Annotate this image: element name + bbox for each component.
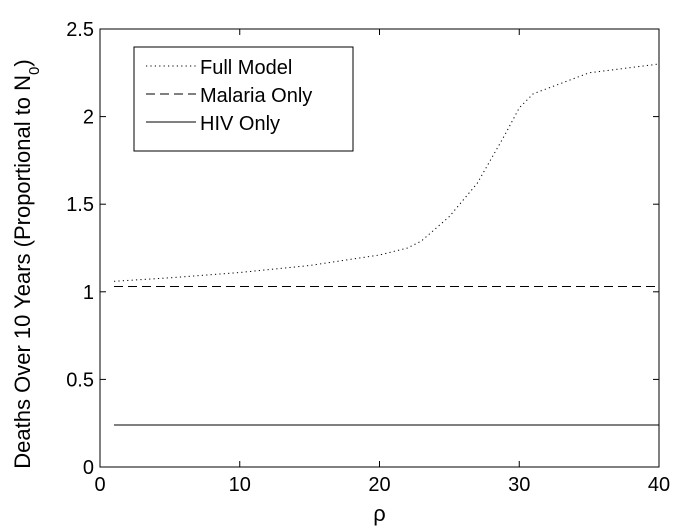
- y-tick-label: 1: [83, 282, 94, 304]
- x-tick-label: 30: [508, 474, 530, 496]
- x-tick-label: 20: [368, 474, 390, 496]
- series-layer: [113, 63, 660, 426]
- y-tick-label: 1.5: [66, 194, 94, 216]
- x-tick-label: 10: [229, 474, 251, 496]
- legend-label: Full Model: [200, 57, 292, 79]
- y-axis-label: Deaths Over 10 Years (Proportional to N0…: [10, 59, 43, 468]
- legend-label: Malaria Only: [200, 85, 312, 107]
- legend-label: HIV Only: [200, 113, 280, 135]
- x-tick-label: 40: [648, 474, 670, 496]
- y-tick-label: 0.5: [66, 369, 94, 391]
- legend: Full Model Malaria Only HIV Only: [133, 46, 354, 152]
- ticks: 0 10 20 30 40 0 0.5 1 1.5 2 2.5: [66, 19, 670, 496]
- series-line-full-model: [113, 63, 660, 282]
- x-tick-label: 0: [94, 474, 105, 496]
- y-tick-label: 2: [83, 107, 94, 129]
- x-axis-label: ρ: [373, 501, 386, 526]
- legend-box: [133, 46, 354, 152]
- y-tick-label: 0: [83, 457, 94, 479]
- y-tick-label: 2.5: [66, 19, 94, 41]
